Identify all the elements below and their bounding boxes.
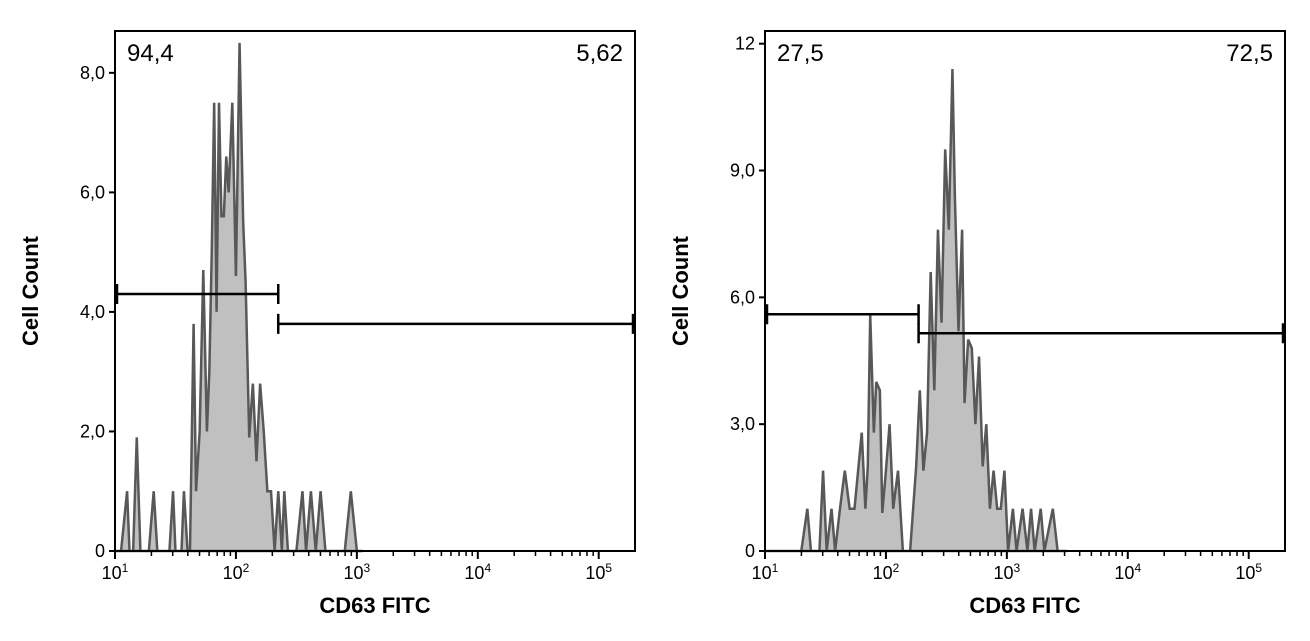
x-tick-label: 104 (464, 561, 491, 583)
y-tick-label: 0 (95, 541, 105, 561)
y-tick-label: 6,0 (80, 182, 105, 202)
chart-container: 0 2,0 4,0 6,0 8,0 101 102 103 104 105 94,4 5,62 CD63… (0, 0, 1310, 641)
histogram-panel-right: 0 3,0 6,0 9,0 12 101 102 103 104 105 27,5 72,5 CD63 … (660, 11, 1300, 631)
y-tick-label: 4,0 (80, 301, 105, 321)
x-tick-label: 105 (585, 561, 612, 583)
x-tick-label: 103 (344, 561, 371, 583)
gate-right-label: 5,62 (576, 40, 623, 67)
y-tick-label: 3,0 (730, 414, 755, 434)
x-tick-label: 104 (1114, 561, 1141, 583)
y-axis-label: Cell Count (18, 235, 43, 346)
x-tick-label: 103 (994, 561, 1021, 583)
x-axis-label: CD63 FITC (969, 593, 1080, 618)
x-tick-label: 101 (752, 561, 779, 583)
y-tick-label: 8,0 (80, 62, 105, 82)
y-tick-label: 6,0 (730, 287, 755, 307)
x-tick-label: 102 (223, 561, 250, 583)
y-tick-label: 9,0 (730, 160, 755, 180)
x-tick-label: 101 (102, 561, 129, 583)
gate-left-label: 94,4 (127, 40, 174, 67)
histogram-panel-left: 0 2,0 4,0 6,0 8,0 101 102 103 104 105 94,4 5,62 CD63… (10, 11, 650, 631)
y-tick-label: 0 (745, 541, 755, 561)
gate-left-label: 27,5 (777, 40, 824, 67)
x-tick-label: 102 (873, 561, 900, 583)
y-tick-label: 2,0 (80, 421, 105, 441)
x-axis-label: CD63 FITC (319, 593, 430, 618)
y-tick-label: 12 (735, 33, 755, 53)
x-tick-label: 105 (1235, 561, 1262, 583)
gate-right-label: 72,5 (1226, 40, 1273, 67)
y-axis-label: Cell Count (668, 235, 693, 346)
